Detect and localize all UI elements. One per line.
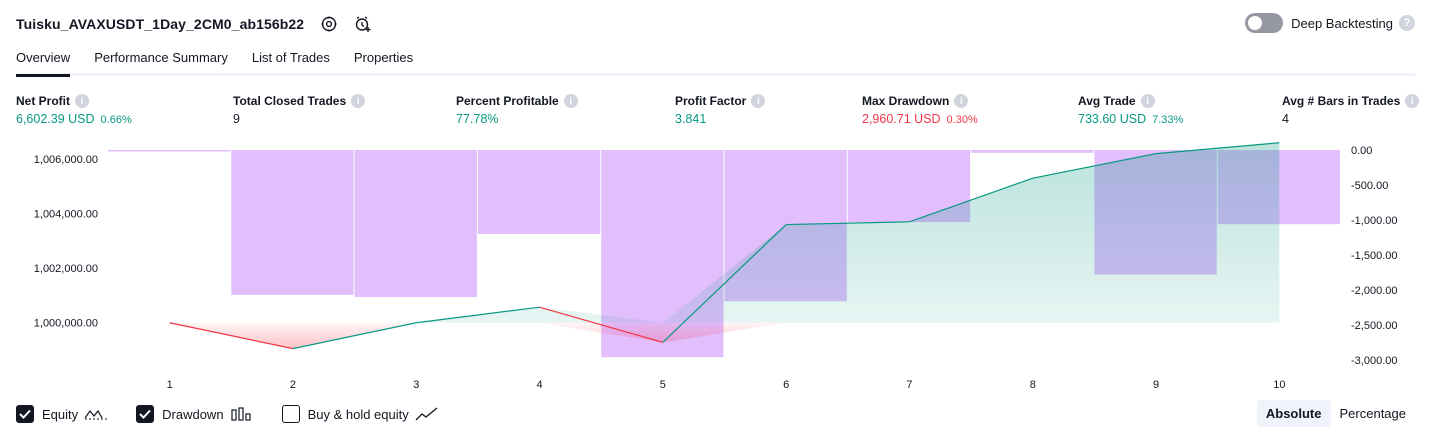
metric-label: Percent Profitable: [456, 94, 559, 108]
report-tabs: Overview Performance Summary List of Tra…: [16, 48, 1415, 76]
equity-checkbox[interactable]: [16, 405, 34, 423]
strategy-header: Tuisku_AVAXUSDT_1Day_2CM0_ab156b22: [16, 12, 372, 36]
metric-total-closed-trades: Total Closed Trades i 9: [233, 94, 365, 126]
metric-percent: 0.66%: [101, 114, 132, 126]
right-axis-tick-label: 0.00: [1351, 145, 1372, 157]
metric-label: Profit Factor: [675, 94, 746, 108]
tab-overview[interactable]: Overview: [16, 48, 70, 74]
legend-label: Equity: [42, 407, 78, 422]
metric-value: 3.841: [675, 112, 706, 126]
add-alert-icon[interactable]: [354, 15, 372, 33]
right-axis-tick-label: -500.00: [1351, 180, 1388, 192]
metric-label: Total Closed Trades: [233, 94, 346, 108]
metric-percent-profitable: Percent Profitable i 77.78%: [456, 94, 578, 126]
info-icon[interactable]: i: [351, 94, 365, 108]
left-axis-tick-label: 1,004,000.00: [34, 209, 98, 221]
metric-value: 9: [233, 112, 240, 126]
settings-gear-icon[interactable]: [320, 15, 338, 33]
x-axis-tick-label: 5: [660, 379, 666, 391]
info-icon[interactable]: i: [954, 94, 968, 108]
strategy-title: Tuisku_AVAXUSDT_1Day_2CM0_ab156b22: [16, 16, 304, 32]
metric-label: Max Drawdown: [862, 94, 949, 108]
metric-value: 4: [1282, 112, 1289, 126]
info-icon[interactable]: i: [1405, 94, 1419, 108]
legend-item-buy-hold[interactable]: Buy & hold equity: [282, 405, 439, 423]
value-mode-switch: Absolute Percentage: [1257, 400, 1415, 427]
legend-label: Buy & hold equity: [308, 407, 409, 422]
metric-profit-factor: Profit Factor i 3.841: [675, 94, 765, 126]
deep-backtesting-label: Deep Backtesting: [1291, 16, 1393, 31]
x-axis-tick-label: 9: [1153, 379, 1159, 391]
tab-properties[interactable]: Properties: [354, 48, 413, 74]
tab-list-of-trades[interactable]: List of Trades: [252, 48, 330, 74]
drawdown-bars-icon: [230, 406, 254, 422]
legend-item-drawdown[interactable]: Drawdown: [136, 405, 253, 423]
drawdown-checkbox[interactable]: [136, 405, 154, 423]
buy-hold-line-icon: [415, 406, 439, 422]
metric-max-drawdown: Max Drawdown i 2,960.71 USD 0.30%: [862, 94, 978, 126]
drawdown-bar: [478, 150, 600, 234]
right-axis-tick-label: -1,500.00: [1351, 250, 1397, 262]
equity-area-negative: [170, 323, 1280, 349]
absolute-button[interactable]: Absolute: [1257, 400, 1331, 427]
legend-label: Drawdown: [162, 407, 223, 422]
metric-value: 2,960.71 USD: [862, 112, 941, 126]
toggle-knob: [1248, 16, 1262, 30]
metrics-row: Net Profit i 6,602.39 USD 0.66% Total Clos…: [16, 94, 1415, 130]
metric-value: 733.60 USD: [1078, 112, 1146, 126]
info-icon[interactable]: i: [751, 94, 765, 108]
drawdown-bar: [108, 150, 230, 152]
metric-percent: 0.30%: [947, 114, 978, 126]
x-axis-tick-label: 4: [536, 379, 542, 391]
legend-item-equity[interactable]: Equity: [16, 405, 108, 423]
deep-backtesting-toggle[interactable]: [1245, 13, 1283, 33]
help-icon[interactable]: ?: [1399, 15, 1415, 31]
x-axis-tick-label: 3: [413, 379, 419, 391]
equity-drawdown-chart: 1,006,000.00 1,004,000.00 1,002,000.00 1,00…: [0, 140, 1431, 400]
right-axis-tick-label: -2,500.00: [1351, 320, 1397, 332]
x-axis-tick-label: 10: [1273, 379, 1285, 391]
metric-value: 6,602.39 USD: [16, 112, 95, 126]
left-axis-tick-label: 1,000,000.00: [34, 318, 98, 330]
drawdown-bar: [355, 150, 477, 297]
x-axis-tick-label: 6: [783, 379, 789, 391]
deep-backtesting-control: Deep Backtesting ?: [1245, 13, 1415, 33]
info-icon[interactable]: i: [1141, 94, 1155, 108]
metric-avg-bars-in-trades: Avg # Bars in Trades i 4: [1282, 94, 1419, 126]
drawdown-bar: [971, 150, 1093, 153]
x-axis-tick-label: 7: [906, 379, 912, 391]
equity-line-icon: [84, 406, 108, 422]
info-icon[interactable]: i: [564, 94, 578, 108]
metric-percent: 7.33%: [1152, 114, 1183, 126]
left-axis-tick-label: 1,006,000.00: [34, 154, 98, 166]
metric-label: Avg Trade: [1078, 94, 1136, 108]
x-axis-tick-label: 8: [1030, 379, 1036, 391]
right-axis-tick-label: -2,000.00: [1351, 285, 1397, 297]
left-axis-tick-label: 1,002,000.00: [34, 263, 98, 275]
metric-avg-trade: Avg Trade i 733.60 USD 7.33%: [1078, 94, 1183, 126]
chart-legend: Equity Drawdown Buy & hold equity: [16, 404, 467, 424]
drawdown-bar: [231, 150, 353, 295]
metric-label: Net Profit: [16, 94, 70, 108]
metric-label: Avg # Bars in Trades: [1282, 94, 1400, 108]
right-axis-tick-label: -1,000.00: [1351, 215, 1397, 227]
info-icon[interactable]: i: [75, 94, 89, 108]
x-axis-tick-label: 1: [167, 379, 173, 391]
percentage-button[interactable]: Percentage: [1331, 400, 1416, 427]
buy-hold-checkbox[interactable]: [282, 405, 300, 423]
metric-net-profit: Net Profit i 6,602.39 USD 0.66%: [16, 94, 132, 126]
metric-value: 77.78%: [456, 112, 498, 126]
chart-canvas: 1,006,000.00 1,004,000.00 1,002,000.00 1,00…: [0, 140, 1431, 400]
x-axis-tick-label: 2: [290, 379, 296, 391]
right-axis-tick-label: -3,000.00: [1351, 355, 1397, 367]
tab-performance-summary[interactable]: Performance Summary: [94, 48, 228, 74]
